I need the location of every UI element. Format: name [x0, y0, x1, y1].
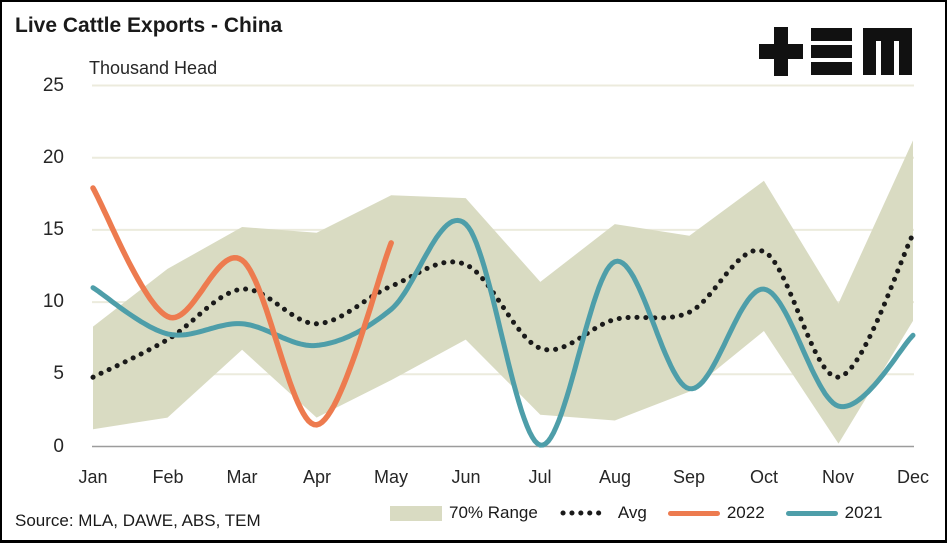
legend-item-avg: Avg	[559, 503, 647, 523]
y-tick-label: 15	[42, 219, 64, 240]
line-2022-swatch-icon	[667, 510, 720, 516]
x-tick-label: Jul	[528, 467, 552, 487]
avg-line	[90, 231, 916, 380]
x-tick-label: Nov	[821, 467, 854, 487]
y-tick-label: 0	[53, 436, 64, 457]
y-axis-units-label: Thousand Head	[89, 58, 218, 78]
x-tick-label: Jan	[78, 467, 108, 487]
x-tick-label: Mar	[226, 467, 258, 487]
legend-label-avg: Avg	[617, 503, 647, 522]
line-2021	[90, 217, 916, 448]
x-tick-label: Jun	[451, 467, 481, 487]
line-2021-swatch-icon	[785, 510, 838, 516]
x-tick-label: Aug	[598, 467, 632, 487]
source-note: Source: MLA, DAWE, ABS, TEM	[15, 511, 261, 530]
y-tick-label: 10	[42, 291, 64, 312]
legend-label-2022: 2022	[726, 503, 765, 522]
range-band-area	[93, 140, 913, 444]
range-band-swatch-icon	[390, 505, 442, 521]
legend-label-2021: 2021	[844, 503, 883, 522]
x-tick-label: Sep	[672, 467, 706, 487]
legend-item-2021: 2021	[785, 503, 883, 523]
legend-item-2022: 2022	[667, 503, 765, 523]
x-tick-label: Apr	[302, 467, 331, 487]
x-tick-label: Dec	[896, 467, 929, 487]
legend-label-range: 70% Range	[449, 503, 538, 522]
y-tick-label: 20	[42, 147, 64, 168]
x-tick-label: Oct	[749, 467, 778, 487]
y-tick-label: 25	[42, 75, 64, 96]
chart-legend: 70% Range Avg 2022 2021	[390, 503, 883, 523]
tem-logo	[759, 27, 912, 76]
line-2022	[90, 185, 394, 428]
y-tick-label: 5	[53, 363, 64, 384]
legend-item-range: 70% Range	[390, 503, 538, 523]
avg-dotted-line-swatch-icon	[560, 510, 610, 516]
x-tick-label: May	[373, 467, 408, 487]
x-tick-label: Feb	[152, 467, 184, 487]
chart-title: Live Cattle Exports - China	[15, 14, 283, 37]
